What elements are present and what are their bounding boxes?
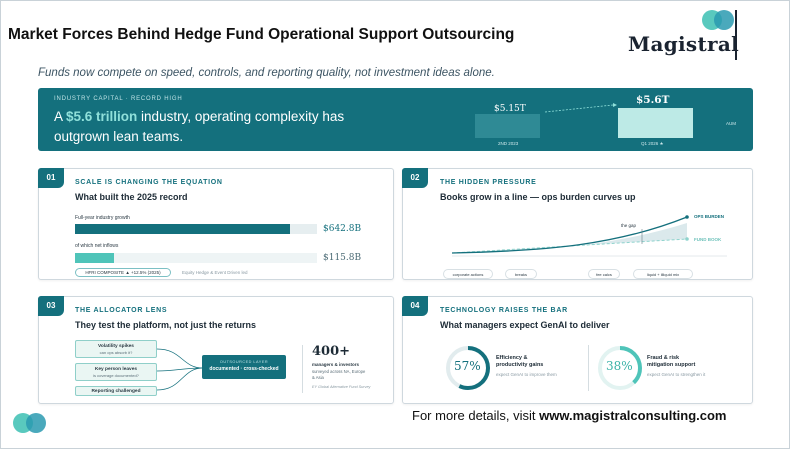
efficiency-title-line2: productivity gains <box>496 362 544 368</box>
outsourced-layer-box: OUTSOURCED LAYER documented · cross-chec… <box>202 355 286 379</box>
card-hidden-pressure: 02 THE HIDDEN PRESSURE Books grow in a l… <box>402 168 753 280</box>
card-number: 03 <box>38 296 64 316</box>
slide-title: Market Forces Behind Hedge Fund Operatio… <box>8 26 515 43</box>
allocator-item-reporting: Reporting challenged <box>75 386 157 396</box>
stat-label: managers & investors <box>312 362 360 367</box>
inflows-label: of which net inflows <box>75 243 119 249</box>
card1-source: Equity Hedge & Event Driven led <box>182 270 248 275</box>
item-sub: can ops absorb it? <box>99 350 133 355</box>
pill-fee-calcs: fee calcs <box>588 269 620 279</box>
outsourced-text: documented · cross-checked <box>209 366 279 372</box>
footer-text: For more details, visit www.magistralcon… <box>412 408 726 423</box>
outsourced-kicker: OUTSOURCED LAYER <box>219 360 269 364</box>
metric-divider <box>588 345 589 391</box>
inflows-bar <box>75 253 114 263</box>
fraud-title-line1: Fraud & risk <box>647 355 680 361</box>
ops-burden-label: OPS BURDEN <box>694 214 725 219</box>
inflows-track <box>75 253 317 263</box>
banner-kicker: INDUSTRY CAPITAL · RECORD HIGH <box>54 96 183 102</box>
card-number: 04 <box>402 296 428 316</box>
growth-value: $642.8B <box>323 224 362 234</box>
stat-sub: surveyed across NA, Europe & Asia <box>312 369 366 380</box>
aum-bar-2023 <box>475 114 540 138</box>
card-heading: What managers expect GenAI to deliver <box>440 320 610 330</box>
efficiency-ring <box>446 346 490 390</box>
aum-side-note: AUM <box>726 121 736 126</box>
growth-bar <box>75 224 291 234</box>
growth-arrow-icon <box>544 103 617 113</box>
aum-bar-2026-value: $5.6T <box>636 94 670 106</box>
item-title: Reporting challenged <box>91 389 141 394</box>
fraud-risk-sub: expect GenAI to strengthen it <box>647 372 706 377</box>
gap-label: the gap <box>621 223 637 228</box>
inflows-value: $115.8B <box>323 253 362 263</box>
card-number: 01 <box>38 168 64 188</box>
item-sub: is coverage documented? <box>93 373 139 378</box>
efficiency-sub: expect GenAI to improve them <box>496 372 557 377</box>
aum-bar-2023-caption: 2ND 2023 <box>498 141 519 146</box>
aum-bar-2026 <box>618 108 693 138</box>
logo-circle-blue <box>714 10 734 30</box>
connector-lines <box>157 348 204 391</box>
ops-burden-line <box>451 216 688 254</box>
card-heading: What built the 2025 record <box>75 192 188 202</box>
fund-book-label: FUND BOOK <box>694 237 722 242</box>
card-kicker: TECHNOLOGY RAISES THE BAR <box>440 307 568 314</box>
ops-burden-end-point <box>685 215 689 219</box>
pill-corporate-actions: corporate actions <box>443 269 493 279</box>
efficiency-title: Efficiency & productivity gains <box>496 355 543 369</box>
efficiency-percent: 57% <box>454 359 481 373</box>
card-allocator-lens: 03 THE ALLOCATOR LENS They test the plat… <box>38 296 394 404</box>
magistral-logo: Magistral <box>624 6 744 62</box>
item-title: Volatility spikes <box>98 344 134 349</box>
fraud-title-line2: mitigation support <box>647 362 696 368</box>
composite-pill: HFRI COMPOSITE ▲ +12.5% (2025) <box>75 268 171 277</box>
fraud-risk-title: Fraud & risk mitigation support <box>647 355 695 369</box>
growth-label: Full-year industry growth <box>75 215 130 221</box>
aum-bar-2026-caption: Q1 2026 ★ <box>641 141 664 146</box>
card-kicker: THE ALLOCATOR LENS <box>75 307 168 314</box>
card-kicker: SCALE IS CHANGING THE EQUATION <box>75 179 223 186</box>
slide-subtitle: Funds now compete on speed, controls, an… <box>38 67 495 79</box>
logo-divider <box>735 10 737 60</box>
headline-post: industry, operating complexity has outgr… <box>54 109 345 144</box>
fund-book-end-point <box>685 237 689 241</box>
ops-burden-chart <box>451 215 727 257</box>
gap-area <box>452 223 687 253</box>
pill-liquid-illiquid: liquid + illiquid mix <box>633 269 693 279</box>
efficiency-title-line1: Efficiency & <box>496 355 528 361</box>
footer-pre: For more details, visit <box>412 408 540 423</box>
allocator-item-volatility: Volatility spikes can ops absorb it? <box>75 340 157 358</box>
footer-link[interactable]: www.magistralconsulting.com <box>539 408 727 423</box>
item-title: Key person leaves <box>94 367 138 372</box>
stat-divider <box>302 345 303 393</box>
aum-banner: INDUSTRY CAPITAL · RECORD HIGH A $5.6 tr… <box>38 88 753 151</box>
card-technology: 04 TECHNOLOGY RAISES THE BAR What manage… <box>402 296 753 404</box>
corner-circle-blue <box>26 413 46 433</box>
banner-headline: A $5.6 trillion industry, operating comp… <box>54 107 374 147</box>
growth-track <box>75 224 317 234</box>
card-heading: Books grow in a line — ops burden curves… <box>440 192 636 202</box>
fraud-risk-ring <box>598 346 642 390</box>
headline-highlight: $5.6 trillion <box>66 109 138 124</box>
stat-source: EY Global Alternative Fund Survey <box>312 385 371 389</box>
card-kicker: THE HIDDEN PRESSURE <box>440 179 537 186</box>
logo-text: Magistral <box>628 32 739 56</box>
headline-pre: A <box>54 109 67 124</box>
card-number: 02 <box>402 168 428 188</box>
aum-bar-2023-value: $5.15T <box>494 104 526 114</box>
allocator-item-key-person: Key person leaves is coverage documented… <box>75 363 157 381</box>
stat-value: 400+ <box>312 344 351 359</box>
card-scale: 01 SCALE IS CHANGING THE EQUATION What b… <box>38 168 394 280</box>
fraud-risk-percent: 38% <box>606 359 633 373</box>
pill-breaks: breaks <box>505 269 537 279</box>
card-heading: They test the platform, not just the ret… <box>75 320 257 330</box>
